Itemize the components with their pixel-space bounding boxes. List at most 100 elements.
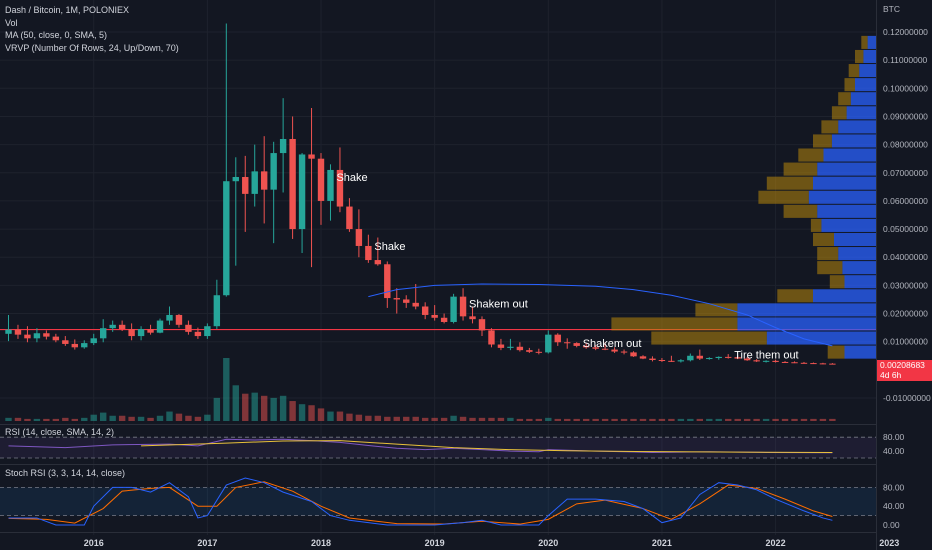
volume-bar	[706, 418, 713, 421]
volume-bar	[128, 416, 135, 421]
candle-body	[658, 359, 666, 361]
candle-body	[829, 363, 836, 365]
vp-down-bar	[817, 261, 843, 275]
vp-up-bar	[834, 232, 876, 247]
volume-bar	[507, 417, 514, 421]
price-tick-label: 0.07000000	[883, 168, 928, 178]
volume-bar	[601, 418, 609, 421]
candle-body	[156, 320, 164, 333]
candle-body	[743, 358, 751, 361]
volume-bar	[242, 393, 249, 421]
volume-bar	[649, 418, 656, 421]
price-tick-label: 0.01000000	[883, 337, 928, 347]
candle-body	[573, 343, 580, 346]
vp-up-bar	[808, 190, 876, 204]
candle-body	[431, 314, 438, 318]
vp-up-bar	[842, 261, 876, 275]
volume-bar	[564, 418, 571, 421]
vp-down-bar	[611, 317, 738, 331]
candle-body	[24, 334, 31, 339]
vp-up-bar	[813, 176, 876, 190]
vp-down-bar	[783, 204, 818, 218]
volume-bar	[412, 416, 419, 421]
vp-down-bar	[758, 190, 809, 204]
vp-down-bar	[838, 92, 851, 106]
volume-bar	[90, 414, 97, 421]
volume-bar	[298, 404, 306, 421]
volume-bar	[772, 418, 779, 421]
rsi-tick-label: 40.00	[883, 446, 905, 456]
candle-body	[242, 176, 249, 194]
volume-bar	[829, 418, 836, 421]
candle-body	[620, 351, 628, 353]
candles	[5, 23, 836, 365]
candle-body	[545, 334, 552, 353]
candle-body	[62, 340, 69, 344]
candle-body	[639, 356, 647, 359]
volume-bar	[677, 418, 685, 421]
price-tick-label: 0.02000000	[883, 309, 928, 319]
stoch-rsi-label[interactable]: Stoch RSI (3, 3, 14, 14, close)	[5, 468, 126, 478]
volume-bar	[526, 418, 533, 421]
volume-bar	[194, 416, 202, 421]
axis-unit: BTC	[883, 4, 900, 14]
candle-body	[781, 361, 789, 363]
volume-bar	[734, 418, 741, 421]
volume-bar	[260, 395, 268, 421]
candle-body	[118, 324, 126, 330]
vp-up-bar	[855, 78, 876, 92]
symbol-title[interactable]: Dash / Bitcoin, 1M, POLONIEX	[5, 5, 130, 15]
time-axis[interactable]: 201620172018201920202021202220232024	[0, 532, 932, 549]
annotation-label: Shakem out	[583, 338, 642, 350]
volume-bar	[459, 416, 467, 421]
ma-label[interactable]: MA (50, close, 0, SMA, 5)	[5, 30, 108, 40]
vp-down-bar	[651, 331, 767, 345]
candle-body	[289, 138, 296, 230]
volume-bar	[478, 417, 486, 421]
volume-bar	[819, 418, 827, 421]
candle-body	[592, 347, 599, 349]
vol-label[interactable]: Vol	[5, 17, 18, 28]
volume-bar	[175, 413, 183, 421]
vp-down-bar	[798, 148, 824, 162]
vrvp-label[interactable]: VRVP (Number Of Rows, 24, Up/Down, 70)	[5, 42, 179, 53]
vp-up-bar	[844, 275, 876, 289]
candle-body	[33, 333, 41, 339]
volume-bar	[43, 418, 50, 421]
candle-body	[772, 360, 779, 362]
candle-body	[260, 171, 268, 190]
annotation-label: Shake	[374, 241, 405, 253]
volume-bar	[762, 418, 770, 421]
year-tick-label: 2023	[879, 538, 899, 548]
volume-bar	[317, 408, 325, 421]
stoch-rsi-panel	[0, 464, 876, 526]
vp-up-bar	[813, 289, 876, 303]
volume-bar	[535, 418, 543, 421]
volume-bar	[289, 401, 296, 421]
candle-body	[819, 363, 827, 365]
vp-up-bar	[859, 64, 876, 78]
candle-body	[762, 360, 770, 362]
volume-bar	[204, 414, 211, 421]
candle-body	[393, 298, 400, 300]
candle-body	[374, 260, 382, 265]
candle-body	[516, 346, 524, 351]
vp-down-bar	[844, 78, 855, 92]
price-axis[interactable]: BTC 0.12000000 0.11000000 0.10000000 0.09000…	[876, 0, 932, 550]
candle-body	[223, 181, 230, 296]
rsi-label[interactable]: RSI (14, close, SMA, 14, 2)	[5, 427, 115, 437]
volume-bar	[109, 415, 116, 421]
candle-body	[649, 358, 656, 360]
price-tick-label: 0.03000000	[883, 280, 928, 290]
candle-body	[213, 295, 221, 327]
vp-down-bar	[831, 106, 847, 120]
candle-body	[14, 329, 22, 335]
volume-bar	[620, 418, 628, 421]
volume-bar	[346, 413, 353, 421]
volume-bar	[791, 418, 798, 421]
vp-up-bar	[823, 148, 876, 162]
volume-bar	[469, 417, 476, 421]
volume-bar	[781, 418, 789, 421]
candle-body	[800, 362, 808, 364]
